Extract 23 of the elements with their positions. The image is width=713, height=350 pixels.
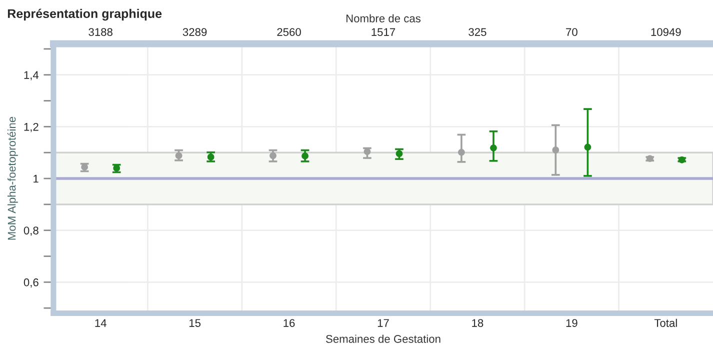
x-tick-label: 19: [566, 319, 578, 327]
text: 325: [468, 28, 486, 36]
y-tick-label: 1: [34, 174, 38, 183]
y-tick-label: 1,4: [24, 71, 39, 80]
x2-axis-title: Nombre de cas: [346, 14, 421, 22]
x-tick-label: 18: [472, 319, 484, 327]
x-tick-label: 15: [189, 319, 201, 327]
text: 70: [566, 28, 578, 36]
text: 3289: [182, 28, 207, 36]
x-axis-title: Semaines de Gestation: [326, 334, 440, 343]
y-tick-label: 1,2: [24, 122, 38, 132]
y-tick-label: 0,8: [24, 226, 38, 236]
y-tick-label: 0,6: [24, 278, 38, 288]
text: 10949: [651, 28, 681, 36]
x-tick-label: Total: [654, 318, 677, 327]
x-tick-label: 17: [378, 319, 389, 327]
text: 3188: [88, 28, 112, 36]
x-tick-label: 16: [284, 319, 295, 327]
text: 1517: [372, 28, 396, 36]
y-axis-title: MoM Alpha-foetoprotéine: [7, 116, 18, 240]
chart-title: Représentation graphique: [8, 8, 162, 21]
text: 2560: [277, 28, 301, 36]
x-tick-label: 14: [95, 319, 106, 327]
